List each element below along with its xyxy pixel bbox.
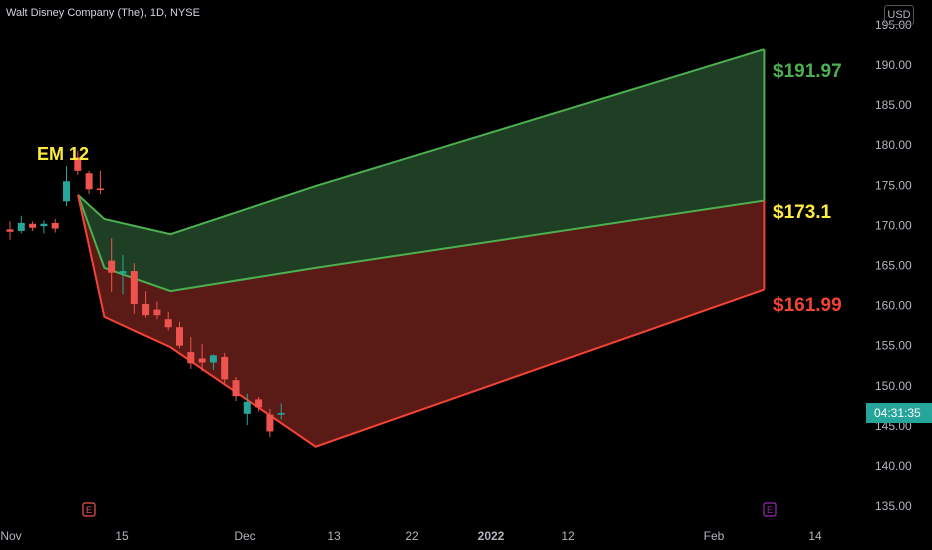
candle-body [6,229,14,232]
event-marker-label: E [86,505,92,515]
candle [108,238,116,292]
x-tick-label: 2022 [478,529,505,543]
earnings-event-marker[interactable]: E [763,502,777,517]
candle-body [164,319,172,328]
candle-body [130,271,138,304]
y-tick-label: 165.00 [875,258,912,272]
candle-body [209,355,217,363]
y-tick-label: 190.00 [875,58,912,72]
x-tick-label: Dec [234,529,255,543]
candle [17,215,25,234]
y-tick-label: 155.00 [875,339,912,353]
event-marker-label: E [767,505,773,515]
upper-band-line [77,48,765,236]
current-price-tag [866,403,932,424]
upper-target-label: $191.97 [773,61,842,82]
candle-body [108,260,116,273]
lower-band-line [77,194,765,448]
candle-body [40,223,48,227]
event-marker-box [82,502,96,517]
candle [51,218,59,233]
candle [63,166,70,207]
candle-body [96,188,104,191]
x-tick-label: 12 [561,529,575,543]
candle [187,336,195,369]
candle-body [17,222,25,231]
candle [74,150,82,175]
candle-body [85,173,93,190]
candle [164,311,172,331]
candle-body [153,309,161,316]
y-tick-label: 140.00 [875,459,912,473]
candle [221,352,229,384]
candle [142,291,150,318]
candle [232,376,240,401]
earnings-event-marker[interactable]: E [82,502,96,517]
x-tick-label: 13 [327,529,341,543]
x-tick-label: Nov [0,529,21,543]
candle [277,403,285,420]
y-tick-label: 170.00 [875,218,912,232]
mid-band-line [77,194,765,293]
candle-body [63,181,70,202]
candle [29,221,37,231]
candle-body [187,352,195,364]
candle [209,354,217,370]
mid-target-label: $173.1 [773,202,832,223]
candle-body [51,222,59,229]
candle-body [74,157,82,171]
candle-body [29,223,37,228]
candle [40,220,48,234]
candle-body [232,380,240,397]
candle [266,409,274,438]
lower-target-label: $161.99 [773,295,842,316]
currency-button[interactable]: USD [884,5,914,25]
candle [243,393,251,426]
x-tick-label: 15 [115,529,129,543]
candle-body [119,271,127,274]
y-tick-label: 150.00 [875,379,912,393]
candle [6,221,14,240]
em-label: EM 12 [37,144,89,164]
upper-band-fill [78,49,765,292]
candlestick-series [6,150,285,438]
candle-body [255,399,263,408]
x-tick-label: 14 [808,529,822,543]
y-tick-label: 175.00 [875,178,912,192]
candle-body [266,414,274,432]
lower-band-fill [78,194,765,447]
symbol-title[interactable]: Walt Disney Company (The), 1D, NYSE [6,7,200,19]
candle-body [176,327,183,346]
candle [153,301,161,320]
time-axis: Nov 15 Dec 13 22 2022 12 Feb 14 E E [0,502,822,543]
candle [176,321,183,349]
candle-body [198,358,206,363]
y-tick-label: 160.00 [875,299,912,313]
x-tick-label: Feb [704,529,725,543]
x-tick-label: 22 [405,529,419,543]
candle [119,255,127,295]
candle-body [142,303,150,316]
candle-body [243,401,251,414]
candle-body [221,356,229,380]
event-marker-box [763,502,777,517]
candle [130,263,138,314]
candle [85,170,93,195]
candle [198,344,206,372]
candle-body [277,413,285,415]
candle [255,396,263,412]
price-axis: 195.00190.00185.00180.00175.00170.00165.… [866,18,932,513]
y-tick-label: 135.00 [875,499,912,513]
candle [96,170,104,195]
y-tick-label: 180.00 [875,138,912,152]
countdown-label: 04:31:35 [874,406,921,420]
y-tick-label: 185.00 [875,98,912,112]
